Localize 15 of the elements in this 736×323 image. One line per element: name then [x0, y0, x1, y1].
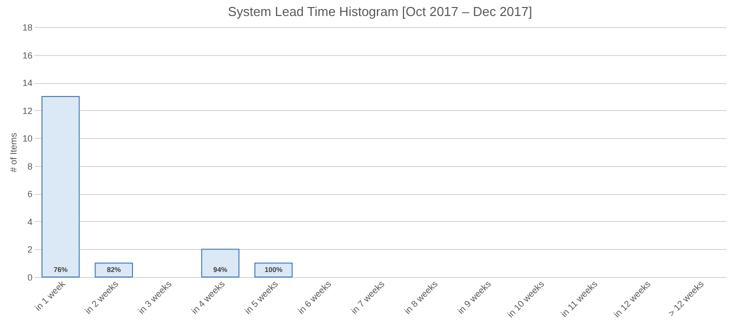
- bar: [94, 262, 133, 278]
- y-tick-label: 0: [27, 272, 32, 282]
- y-tick-label: 2: [27, 244, 32, 255]
- y-tick-label: 6: [27, 189, 32, 200]
- y-tick-label: 4: [27, 216, 32, 227]
- y-tick-label: 18: [22, 22, 32, 32]
- y-axis-title: # of Items: [8, 132, 18, 172]
- y-tick-label: 8: [27, 161, 32, 172]
- bar: [41, 96, 80, 278]
- chart-title: System Lead Time Histogram [Oct 2017 – Dec 2017]: [228, 4, 532, 19]
- y-tick-label: 10: [22, 134, 32, 144]
- bar: [201, 248, 240, 278]
- y-tick-label: 12: [22, 106, 32, 116]
- y-tick-label: 14: [22, 78, 32, 88]
- y-tick-label: 16: [22, 50, 32, 60]
